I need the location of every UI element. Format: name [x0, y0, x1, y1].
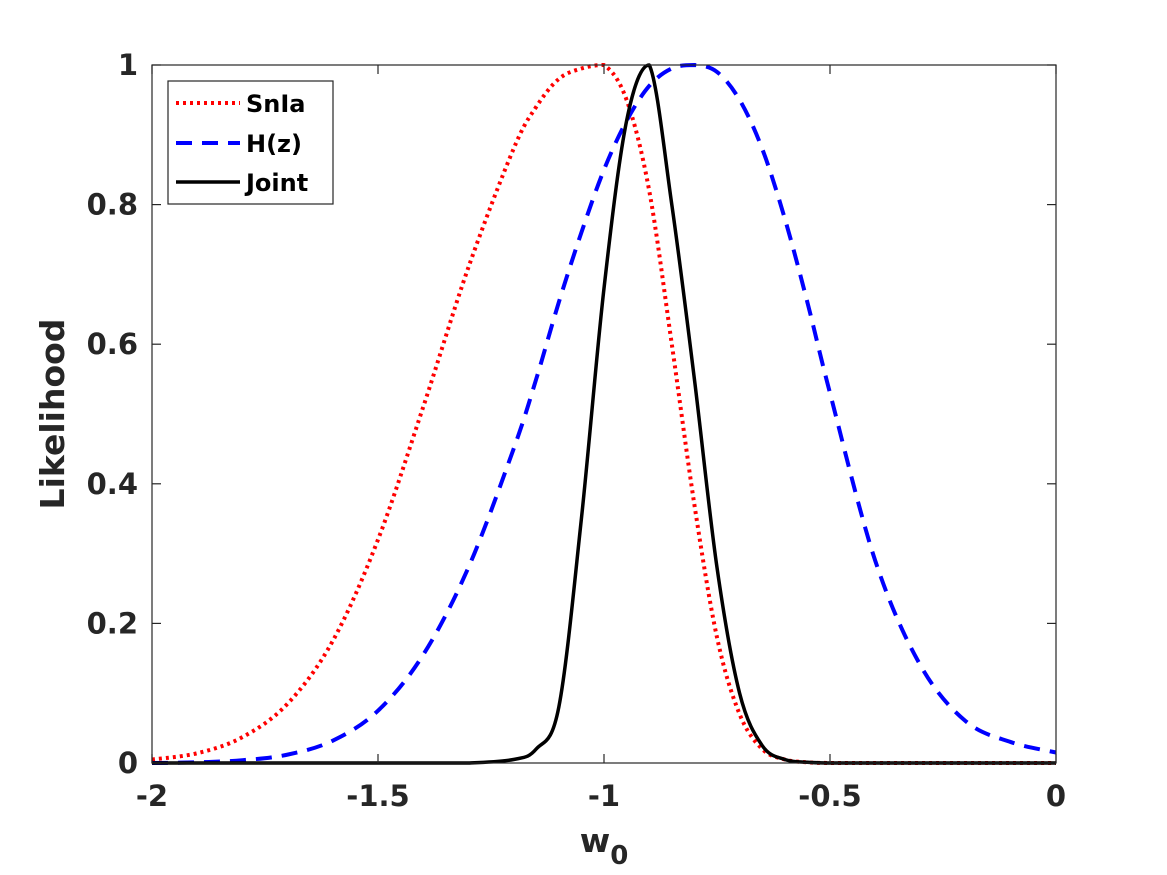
x-axis-title-main: w	[580, 821, 611, 860]
x-axis-title-subscript: 0	[610, 841, 628, 871]
ticks-layer	[151, 64, 1057, 764]
x-tick-label: -1	[588, 779, 620, 813]
y-tick-label: 1	[118, 48, 138, 82]
y-tick-label: 0.2	[87, 606, 138, 640]
legend: SnIa H(z) Joint	[167, 80, 334, 205]
x-axis-title: w0	[580, 821, 629, 871]
x-tick-label: -0.5	[798, 779, 861, 813]
legend-label: H(z)	[246, 130, 302, 158]
x-tick-label: 0	[1046, 779, 1066, 813]
x-tick-label: -2	[136, 779, 168, 813]
y-tick-label: 0	[118, 746, 138, 780]
series-line-h-z	[151, 63, 1057, 765]
y-tick-label: 0.8	[87, 188, 138, 222]
y-tick-label: 0.6	[87, 327, 138, 361]
x-tick-label: -1.5	[346, 779, 409, 813]
y-axis-title: Likelihood	[33, 319, 72, 510]
legend-label: SnIa	[246, 90, 306, 118]
y-tick-label: 0.4	[87, 467, 138, 501]
legend-label: Joint	[244, 169, 308, 197]
